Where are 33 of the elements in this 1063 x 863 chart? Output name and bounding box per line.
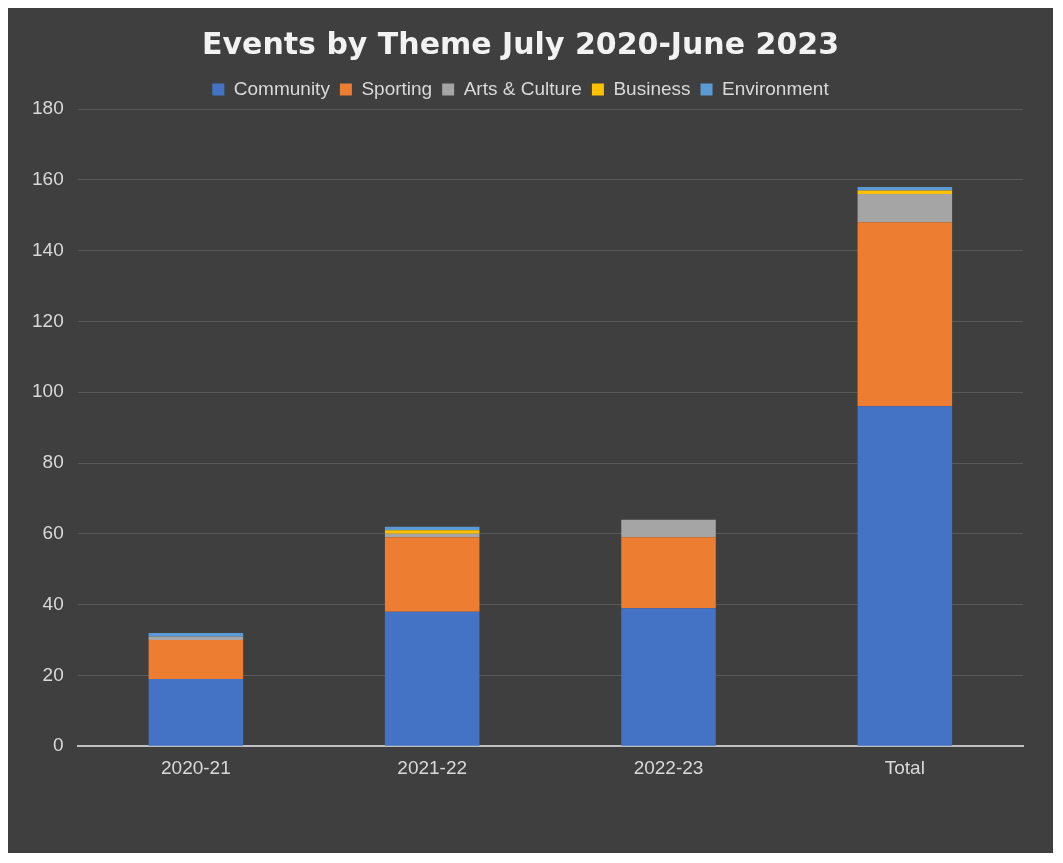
- bar: [857, 193, 953, 223]
- y-tick-label: 80: [42, 451, 64, 473]
- y-tick-label: 20: [42, 663, 64, 685]
- bar: [384, 611, 480, 746]
- y-tick-label: 180: [32, 97, 64, 119]
- legend-label: Environment: [722, 77, 830, 99]
- y-tick-label: 160: [32, 168, 64, 190]
- y-tick-label: 60: [42, 522, 64, 544]
- bar: [621, 519, 716, 538]
- bar: [857, 406, 953, 746]
- x-tick-label: 2021-22: [397, 756, 468, 778]
- bar: [857, 190, 953, 194]
- y-tick-label: 40: [42, 592, 64, 614]
- legend-label: Business: [613, 77, 691, 99]
- bar: [384, 537, 480, 612]
- y-tick-label: 140: [32, 238, 64, 260]
- y-tick-label: 0: [53, 734, 64, 756]
- y-tick-label: 120: [32, 309, 64, 331]
- legend-label: Arts & Culture: [463, 77, 582, 99]
- bar: [621, 537, 716, 609]
- bar: [384, 530, 480, 534]
- x-tick-label: Total: [884, 756, 925, 778]
- legend-label: Sporting: [361, 77, 433, 99]
- bar: [148, 678, 244, 746]
- bar: [857, 222, 953, 407]
- bar: [621, 608, 716, 746]
- x-tick-label: 2020-21: [161, 756, 231, 778]
- bar: [148, 640, 244, 679]
- bar: [148, 636, 244, 640]
- y-tick-label: 100: [32, 380, 64, 402]
- chart-title: Events by Theme July 2020-June 2023: [201, 25, 840, 61]
- legend-label: Community: [233, 77, 331, 99]
- x-tick-label: 2022-23: [633, 756, 704, 778]
